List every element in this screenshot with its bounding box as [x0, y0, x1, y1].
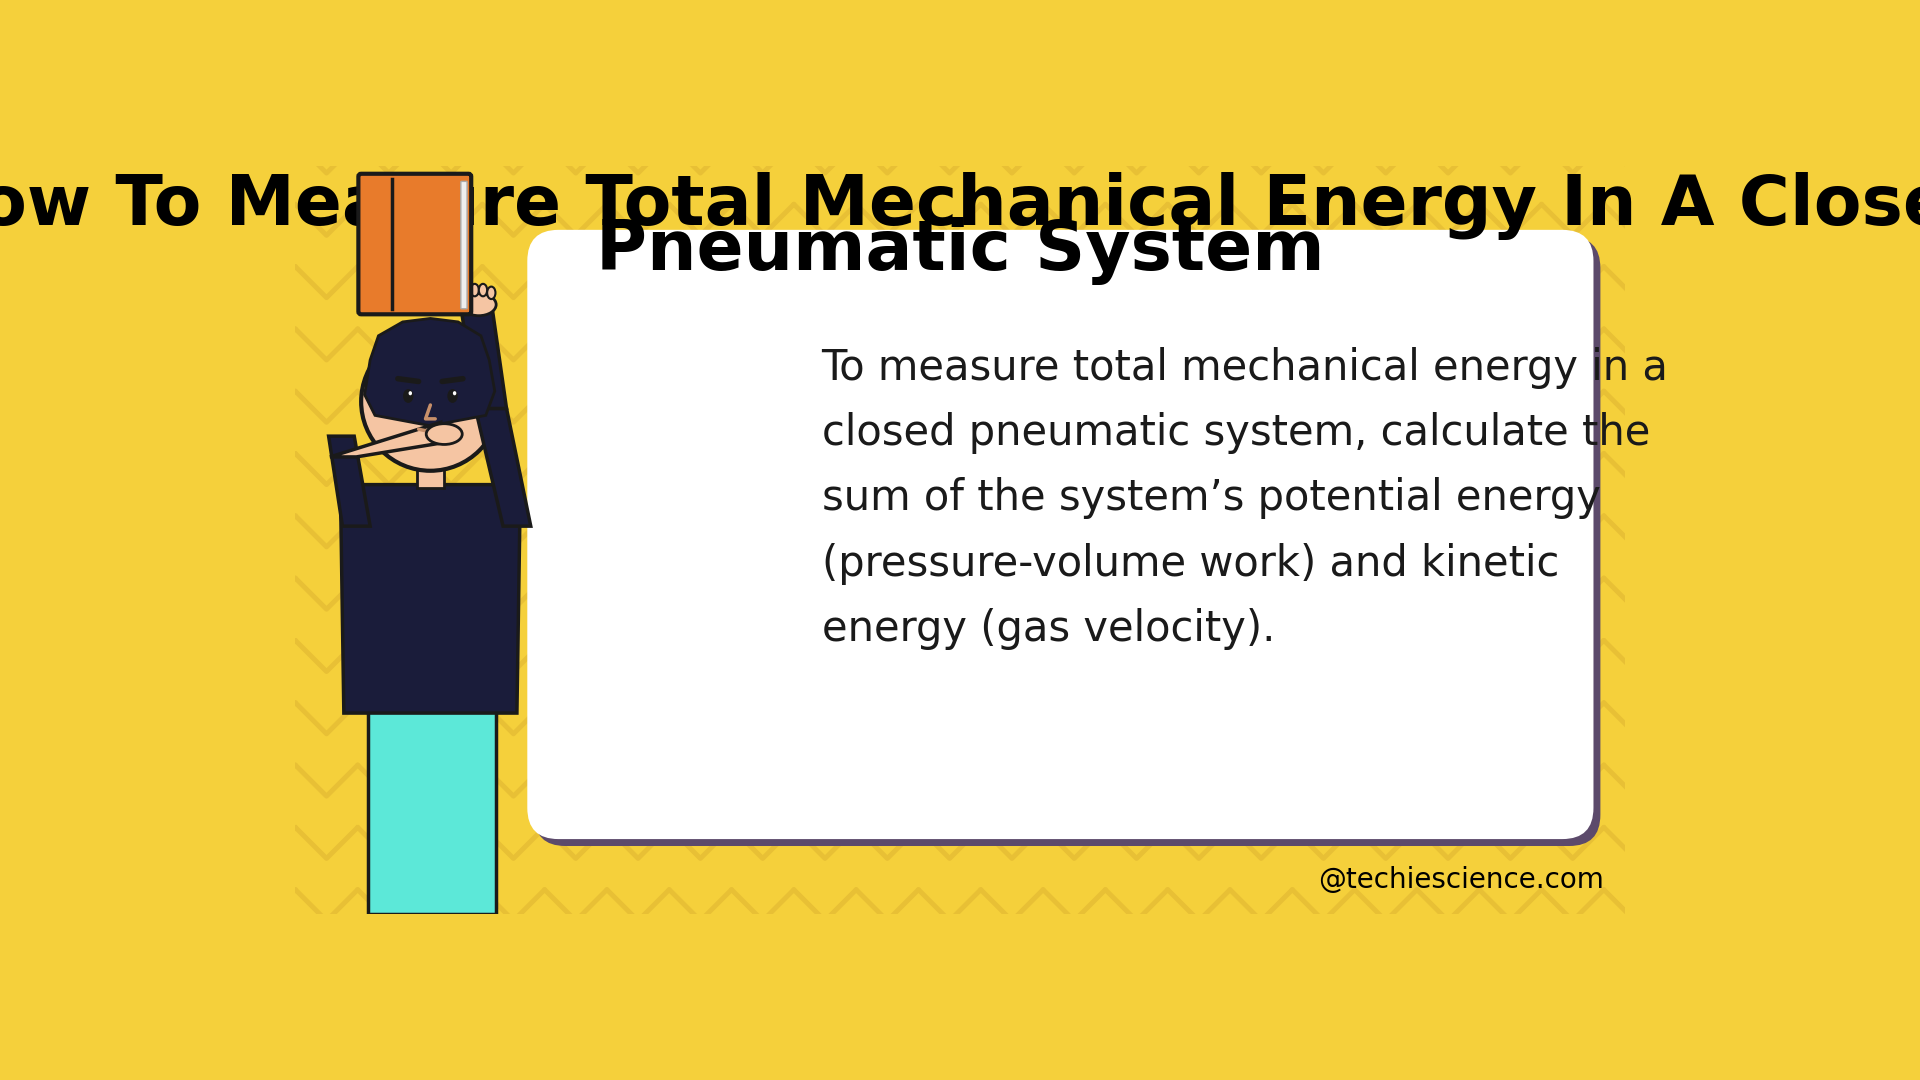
Polygon shape — [417, 457, 444, 488]
FancyBboxPatch shape — [461, 181, 467, 309]
Ellipse shape — [461, 294, 495, 315]
Polygon shape — [365, 319, 495, 426]
Ellipse shape — [409, 391, 413, 395]
Ellipse shape — [488, 286, 495, 299]
Text: To measure total mechanical energy in a
closed pneumatic system, calculate the
s: To measure total mechanical energy in a … — [822, 348, 1668, 650]
Ellipse shape — [470, 284, 478, 296]
FancyBboxPatch shape — [359, 174, 470, 314]
Polygon shape — [340, 485, 520, 713]
Polygon shape — [328, 436, 371, 526]
Polygon shape — [461, 311, 507, 408]
Text: @techiescience.com: @techiescience.com — [1317, 866, 1603, 894]
Ellipse shape — [447, 389, 457, 403]
Polygon shape — [476, 408, 530, 526]
Ellipse shape — [478, 284, 488, 296]
FancyBboxPatch shape — [528, 230, 1594, 839]
Ellipse shape — [426, 423, 463, 445]
Polygon shape — [369, 699, 495, 914]
FancyBboxPatch shape — [534, 237, 1601, 846]
Text: Pneumatic System: Pneumatic System — [595, 217, 1325, 285]
Circle shape — [361, 333, 499, 471]
Polygon shape — [330, 422, 442, 457]
Ellipse shape — [403, 389, 413, 403]
Ellipse shape — [453, 391, 457, 395]
Ellipse shape — [463, 286, 470, 299]
Text: How To Measure Total Mechanical Energy In A Closed: How To Measure Total Mechanical Energy I… — [0, 173, 1920, 241]
